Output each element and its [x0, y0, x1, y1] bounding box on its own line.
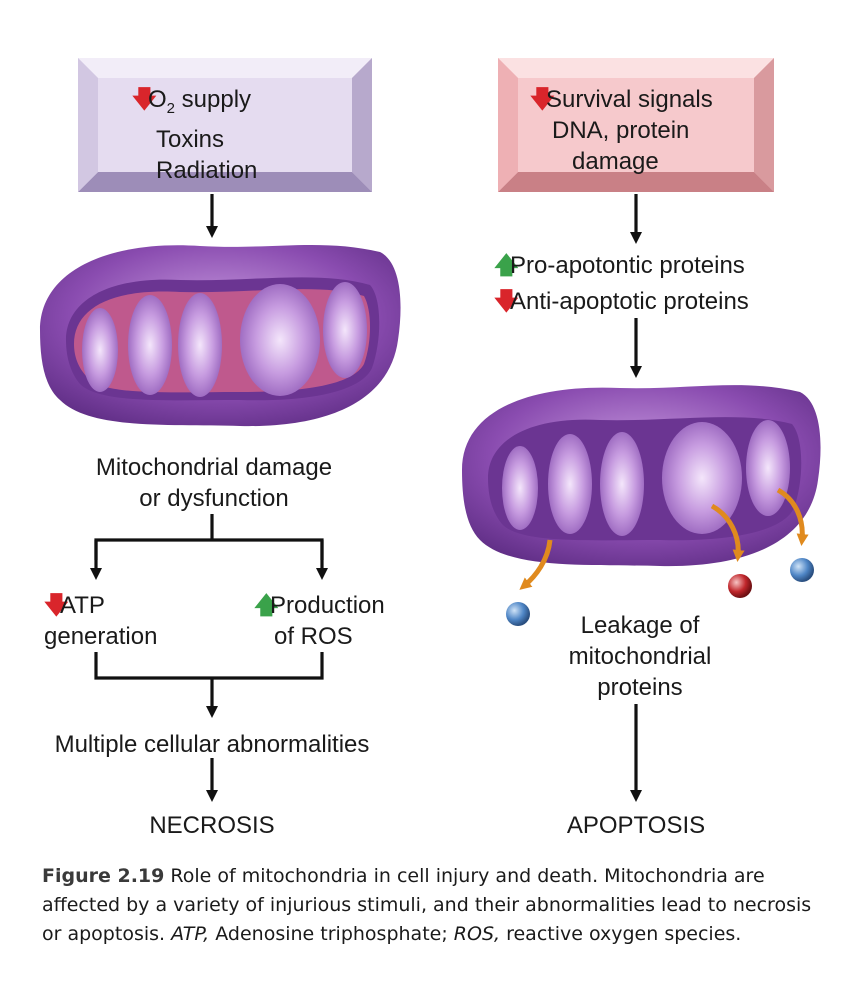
- atp-text: ATP: [60, 592, 105, 619]
- leakage-line1: Leakage of: [580, 612, 700, 639]
- leakage-line2: mitochondrial: [568, 643, 712, 670]
- survival-signals-text: Survival signals: [546, 86, 713, 113]
- ros-definition: reactive oxygen species.: [500, 923, 742, 945]
- figure-number: Figure 2.19: [42, 865, 165, 887]
- ros-abbreviation: ROS,: [453, 923, 501, 945]
- o2-subscript: 2: [166, 99, 176, 117]
- increase-arrow-icon: 🡅: [254, 592, 279, 619]
- generation-text: generation: [44, 623, 158, 650]
- o2-text: O: [148, 86, 167, 113]
- production-text: Production: [270, 592, 385, 619]
- decrease-arrow-icon: 🡇: [530, 86, 555, 113]
- mitochondrion-leaking-image: [462, 385, 821, 567]
- pro-apoptotic-label: 🡅Pro-apotontic proteins: [494, 250, 794, 281]
- apoptosis-label: APOPTOSIS: [566, 812, 706, 839]
- necrosis-label: NECROSIS: [149, 812, 275, 839]
- damage-text: damage: [572, 148, 659, 175]
- decrease-arrow-icon: 🡇: [44, 592, 69, 619]
- ros-production-label: 🡅Production of ROS: [254, 590, 424, 652]
- leak-arrows: [519, 487, 809, 590]
- mito-damage-line1: Mitochondrial damage: [95, 454, 333, 481]
- dna-protein-text: DNA, protein: [552, 117, 690, 144]
- left-stimuli-box: [78, 58, 372, 192]
- anti-apoptotic-label: 🡇Anti-apoptotic proteins: [494, 286, 814, 317]
- of-ros-text: of ROS: [274, 623, 353, 650]
- leaked-protein-blue: [506, 602, 530, 626]
- right-stimuli-text: 🡇Survival signals DNA, protein damage: [530, 84, 762, 177]
- left-stimuli-text: 🡇O2 supply Toxins Radiation: [132, 84, 362, 186]
- supply-text: supply: [175, 86, 252, 113]
- anti-apoptotic-text: Anti-apoptotic proteins: [510, 288, 749, 315]
- multiple-abnormalities-label: Multiple cellular abnormalities: [54, 731, 370, 758]
- figure-caption: Figure 2.19 Role of mitochondria in cell…: [42, 862, 822, 949]
- mito-damage-line2: or dysfunction: [139, 485, 289, 512]
- mito-damage-label: Mitochondrial damage or dysfunction: [56, 452, 372, 514]
- decrease-arrow-icon: 🡇: [132, 86, 157, 113]
- decrease-arrow-icon: 🡇: [494, 288, 519, 315]
- leaked-protein-red: [728, 574, 752, 598]
- mitochondrion-damaged-image: [40, 244, 401, 427]
- toxins-text: Toxins: [156, 125, 225, 153]
- caption-text: Role of mitochondria in cell injury and …: [42, 865, 812, 945]
- increase-arrow-icon: 🡅: [494, 252, 519, 279]
- atp-definition: Adenosine triphosphate;: [209, 923, 454, 945]
- atp-generation-label: 🡇ATP generation: [44, 590, 204, 652]
- leaked-protein-blue: [790, 558, 814, 582]
- right-stimuli-box: [498, 58, 774, 192]
- pro-apoptotic-text: Pro-apotontic proteins: [510, 252, 745, 279]
- leakage-line3: proteins: [597, 674, 683, 701]
- left-flow-arrows: [90, 194, 328, 802]
- leakage-label: Leakage of mitochondrial proteins: [540, 610, 740, 703]
- atp-abbreviation: ATP,: [171, 923, 210, 945]
- radiation-text: Radiation: [156, 156, 258, 184]
